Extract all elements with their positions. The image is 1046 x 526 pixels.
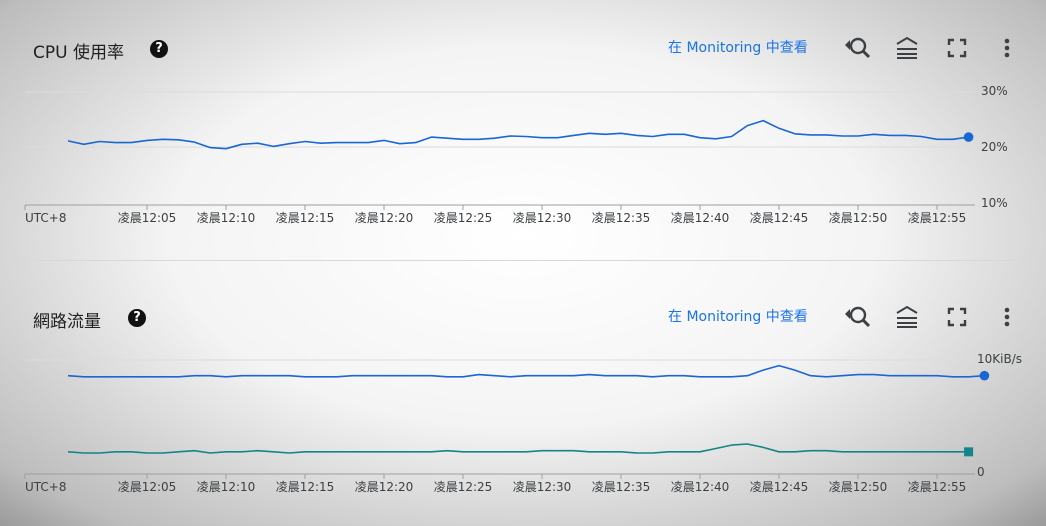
more-vert-icon[interactable] — [993, 34, 1021, 62]
x-tick-label: 凌晨12:10 — [197, 480, 256, 494]
x-tick-label: 凌晨12:55 — [908, 211, 967, 225]
x-tick-label: 凌晨12:05 — [118, 211, 177, 225]
y-tick-label: 0 — [977, 465, 985, 479]
cpu-panel-title: CPU 使用率 — [33, 43, 124, 63]
x-tick-label: 凌晨12:20 — [355, 480, 414, 494]
x-tick-label: 凌晨12:45 — [750, 480, 809, 494]
x-tick-label: 凌晨12:50 — [829, 211, 888, 225]
x-tick-label: 凌晨12:30 — [513, 211, 572, 225]
series-end-marker[interactable] — [963, 132, 974, 142]
network-traffic-panel: 網路流量 ? 在 Monitoring 中查看 0 10KiB/s UTC+8 凌晨1… — [0, 261, 1046, 526]
legend-icon[interactable] — [893, 34, 921, 62]
y-tick-label: 30% — [981, 84, 1008, 98]
cpu-usage-chart[interactable]: 10% 20% 30% UTC+8 凌晨12:05 凌晨12:10 凌晨12:15 凌晨12:… — [0, 80, 1046, 240]
x-tick-label: 凌晨12:20 — [355, 211, 414, 225]
x-tick-label: 凌晨12:30 — [513, 480, 572, 494]
x-tick-label: 凌晨12:10 — [197, 211, 256, 225]
series-line-0[interactable] — [67, 364, 985, 378]
x-tick-label: 凌晨12:55 — [908, 480, 967, 494]
x-tick-label: 凌晨12:50 — [829, 480, 888, 494]
net-panel-header: 網路流量 ? 在 Monitoring 中查看 — [0, 261, 1046, 351]
x-tick-label: 凌晨12:40 — [671, 211, 730, 225]
network-traffic-chart[interactable]: 0 10KiB/s UTC+8 凌晨12:05 凌晨12:10 凌晨12:15 凌晨12:2… — [0, 346, 1046, 506]
y-tick-label: 10% — [981, 196, 1008, 210]
view-in-monitoring-link[interactable]: 在 Monitoring 中查看 — [668, 309, 808, 325]
zoom-reset-icon[interactable] — [843, 34, 871, 62]
y-tick-label: 20% — [981, 140, 1008, 154]
series-line-0[interactable] — [67, 119, 969, 150]
cpu-chart-svg: 10% 20% 30% UTC+8 凌晨12:05 凌晨12:10 凌晨12:15 凌晨12:… — [24, 84, 1008, 225]
series-line-1[interactable] — [67, 443, 969, 454]
net-chart-svg: 0 10KiB/s UTC+8 凌晨12:05 凌晨12:10 凌晨12:15 凌晨12:2… — [24, 352, 1022, 494]
help-icon[interactable]: ? — [128, 309, 146, 327]
panel-divider — [0, 260, 1046, 261]
timezone-label: UTC+8 — [25, 480, 66, 494]
y-tick-label: 10KiB/s — [977, 352, 1022, 366]
view-in-monitoring-link[interactable]: 在 Monitoring 中查看 — [668, 40, 808, 56]
fullscreen-icon[interactable] — [943, 34, 971, 62]
x-tick-label: 凌晨12:45 — [750, 211, 809, 225]
x-tick-label: 凌晨12:35 — [592, 480, 651, 494]
series-end-marker[interactable] — [964, 447, 974, 457]
x-tick-label: 凌晨12:15 — [276, 211, 335, 225]
legend-icon[interactable] — [893, 303, 921, 331]
zoom-reset-icon[interactable] — [843, 303, 871, 331]
fullscreen-icon[interactable] — [943, 303, 971, 331]
timezone-label: UTC+8 — [25, 211, 66, 225]
x-tick-label: 凌晨12:05 — [118, 480, 177, 494]
more-vert-icon[interactable] — [993, 303, 1021, 331]
x-tick-label: 凌晨12:25 — [434, 211, 493, 225]
x-tick-label: 凌晨12:25 — [434, 480, 493, 494]
x-tick-label: 凌晨12:40 — [671, 480, 730, 494]
net-panel-title: 網路流量 — [33, 312, 101, 332]
help-icon[interactable]: ? — [150, 40, 168, 58]
cpu-usage-panel: CPU 使用率 ? 在 Monitoring 中查看 10% 20% 30% UTC+… — [0, 0, 1046, 260]
x-tick-label: 凌晨12:35 — [592, 211, 651, 225]
cpu-panel-header: CPU 使用率 ? 在 Monitoring 中查看 — [0, 0, 1046, 90]
series-end-marker[interactable] — [979, 370, 990, 381]
x-tick-label: 凌晨12:15 — [276, 480, 335, 494]
